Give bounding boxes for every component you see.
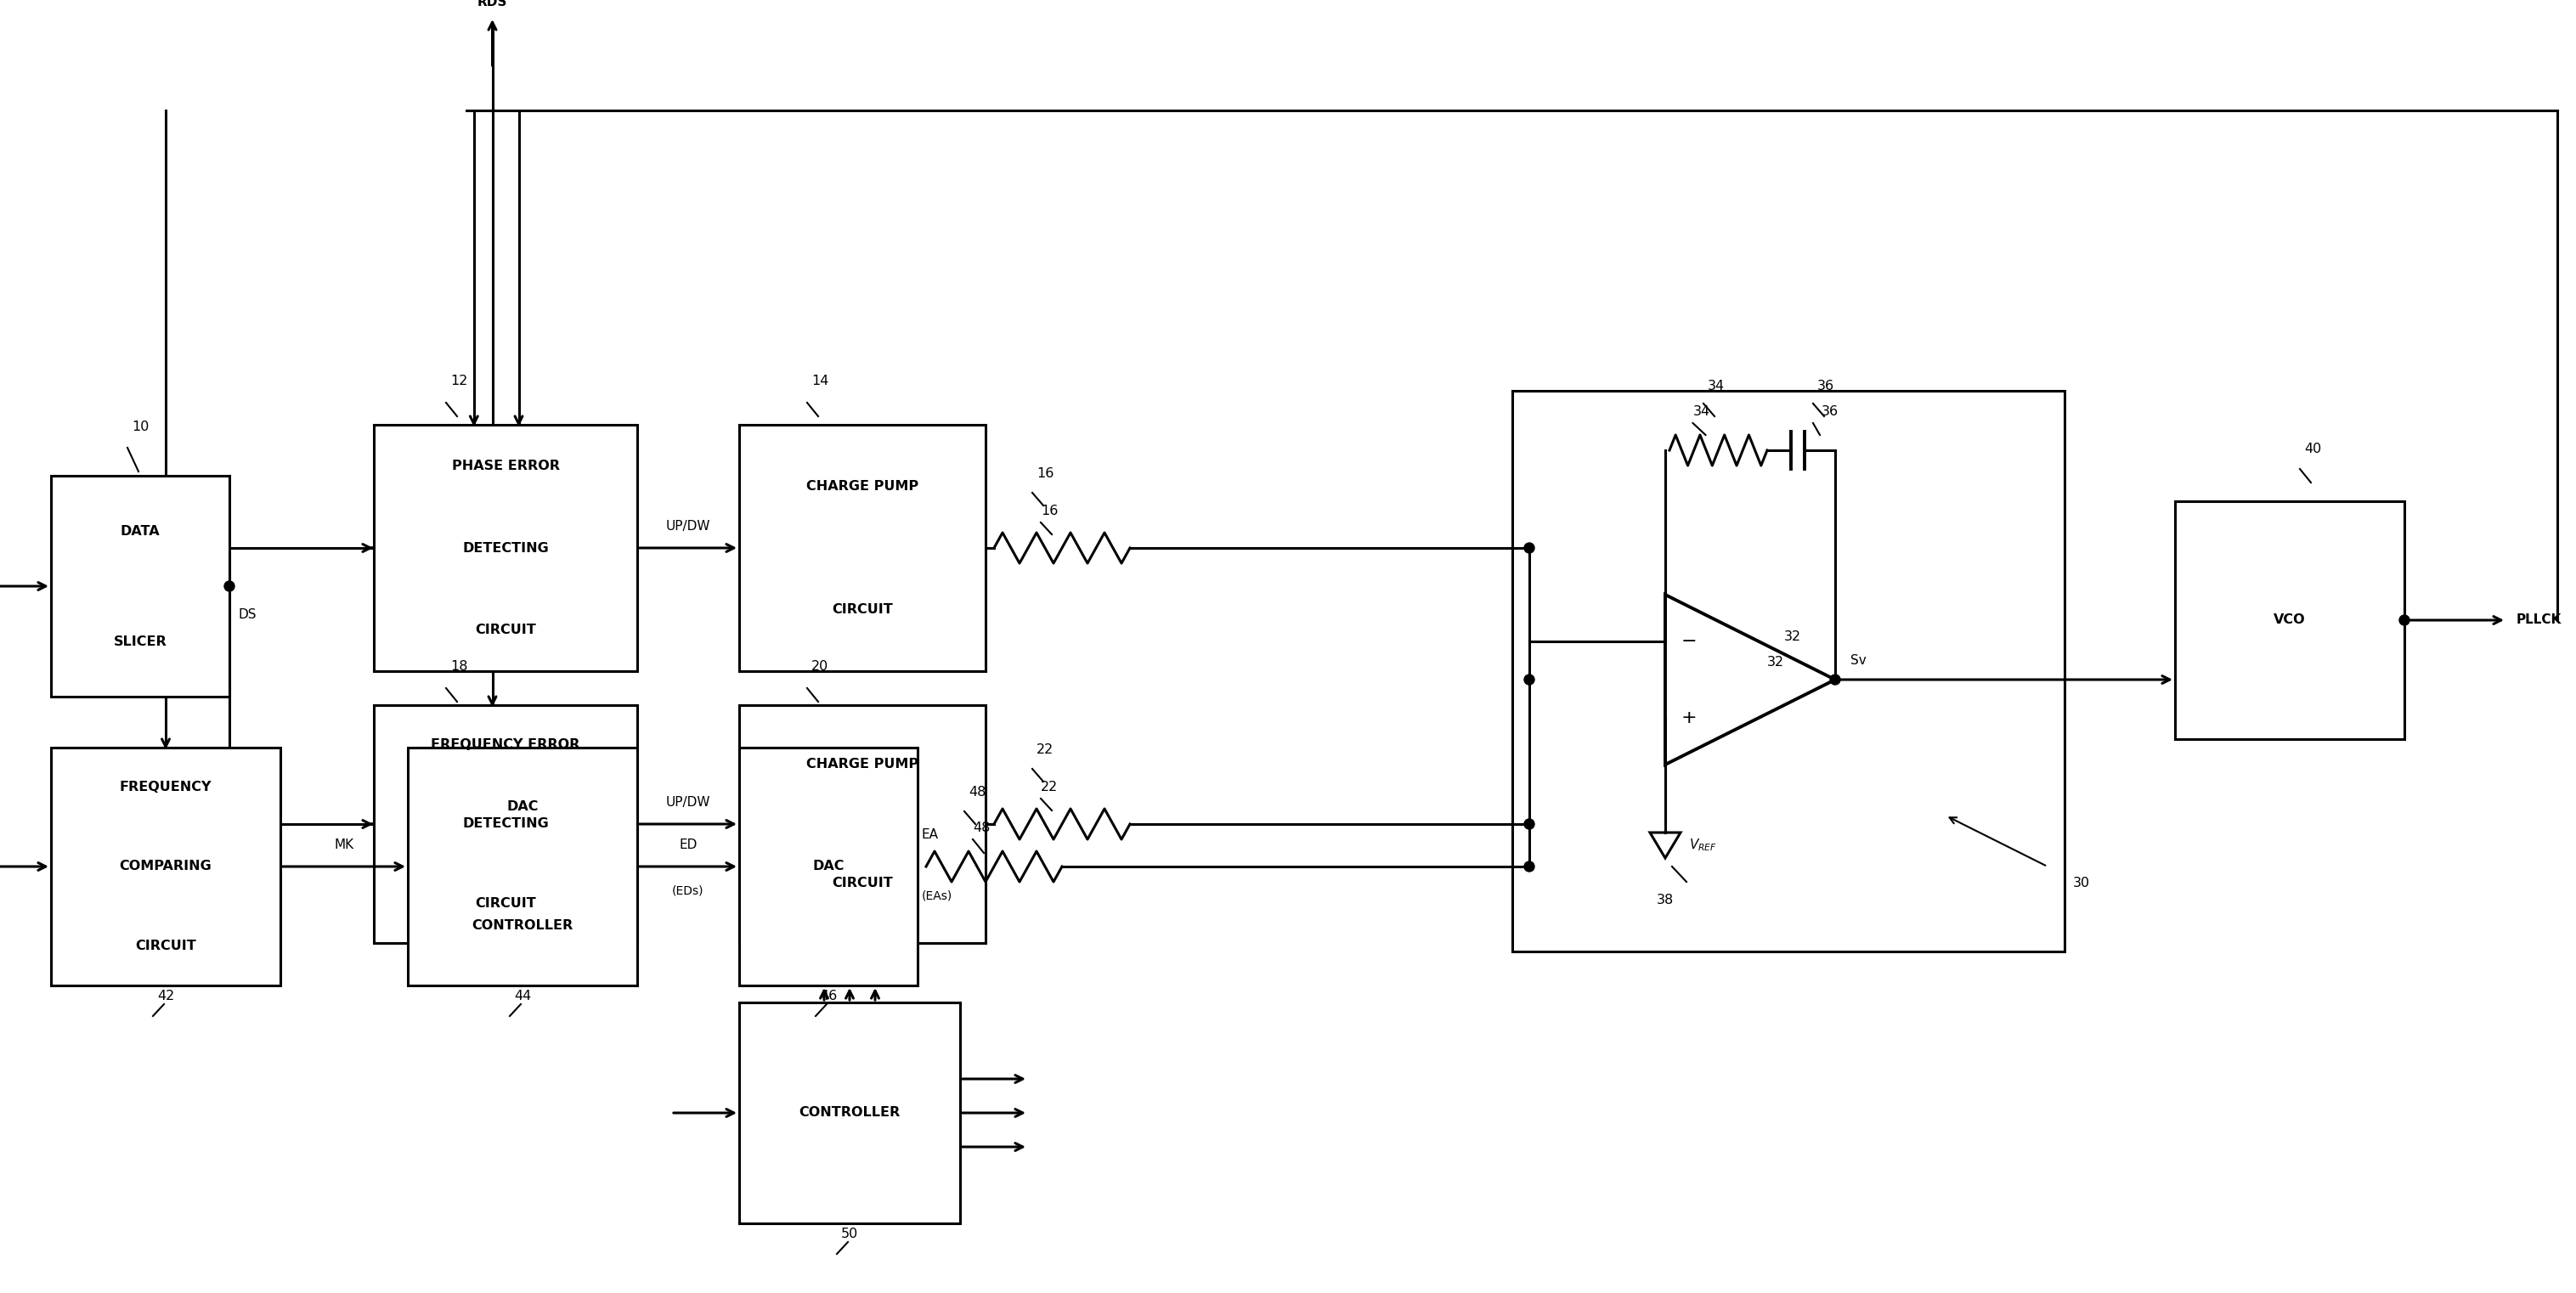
Text: 32: 32 bbox=[1767, 657, 1785, 668]
Text: −: − bbox=[1682, 632, 1698, 650]
Text: DATA: DATA bbox=[121, 525, 160, 538]
Text: UP/DW: UP/DW bbox=[665, 520, 711, 533]
Text: 10: 10 bbox=[131, 420, 149, 433]
Bar bbox=[374, 425, 636, 671]
Text: VCO: VCO bbox=[2275, 614, 2306, 627]
Circle shape bbox=[1525, 818, 1535, 829]
Text: 32: 32 bbox=[1785, 631, 1801, 644]
Text: PLLCK: PLLCK bbox=[2517, 614, 2561, 627]
Text: 30: 30 bbox=[2074, 877, 2089, 890]
Text: +: + bbox=[1682, 710, 1698, 727]
Text: UP/DW: UP/DW bbox=[665, 796, 711, 808]
Text: EA: EA bbox=[922, 829, 938, 840]
Text: 48: 48 bbox=[969, 786, 987, 799]
Text: DETECTING: DETECTING bbox=[461, 817, 549, 830]
Bar bbox=[739, 1002, 961, 1223]
Text: DAC: DAC bbox=[507, 800, 538, 813]
Bar bbox=[739, 425, 987, 671]
Text: PHASE ERROR: PHASE ERROR bbox=[451, 459, 559, 472]
Bar bbox=[739, 747, 917, 985]
Text: (EAs): (EAs) bbox=[922, 891, 953, 903]
Text: CHARGE PUMP: CHARGE PUMP bbox=[806, 480, 920, 493]
Text: FREQUENCY ERROR: FREQUENCY ERROR bbox=[430, 738, 580, 751]
Text: DS: DS bbox=[237, 608, 255, 621]
Bar bbox=[52, 747, 281, 985]
Text: 14: 14 bbox=[811, 375, 829, 388]
Text: $V_{REF}$: $V_{REF}$ bbox=[1690, 838, 1718, 853]
Text: CIRCUIT: CIRCUIT bbox=[474, 623, 536, 636]
Circle shape bbox=[224, 581, 234, 591]
Bar bbox=[1512, 390, 2063, 952]
Text: 22: 22 bbox=[1041, 781, 1059, 794]
Text: 40: 40 bbox=[2303, 442, 2321, 455]
Text: 20: 20 bbox=[811, 661, 829, 672]
Text: 50: 50 bbox=[840, 1227, 858, 1240]
Text: CONTROLLER: CONTROLLER bbox=[471, 919, 574, 932]
Text: MK: MK bbox=[335, 838, 353, 851]
Text: CIRCUIT: CIRCUIT bbox=[832, 603, 894, 615]
Text: 48: 48 bbox=[974, 821, 989, 834]
Text: COMPARING: COMPARING bbox=[118, 860, 211, 873]
Text: 44: 44 bbox=[513, 989, 531, 1002]
Text: RDS: RDS bbox=[477, 0, 507, 9]
Text: 18: 18 bbox=[451, 661, 466, 672]
Text: 12: 12 bbox=[451, 375, 466, 388]
Text: 36: 36 bbox=[1816, 380, 1834, 393]
Text: ED: ED bbox=[680, 838, 698, 851]
Text: 22: 22 bbox=[1036, 743, 1054, 756]
Text: 34: 34 bbox=[1692, 405, 1710, 418]
Circle shape bbox=[1525, 543, 1535, 553]
Text: CIRCUIT: CIRCUIT bbox=[474, 897, 536, 910]
Text: SLICER: SLICER bbox=[113, 635, 167, 648]
Text: 36: 36 bbox=[1821, 405, 1839, 418]
Circle shape bbox=[1525, 675, 1535, 685]
Text: DAC: DAC bbox=[811, 860, 845, 873]
Text: 16: 16 bbox=[1036, 467, 1054, 480]
Bar bbox=[52, 476, 229, 697]
Text: Sv: Sv bbox=[1850, 654, 1868, 667]
Text: CHARGE PUMP: CHARGE PUMP bbox=[806, 758, 920, 771]
Circle shape bbox=[1829, 675, 1839, 685]
Text: 38: 38 bbox=[1656, 893, 1674, 906]
Text: CIRCUIT: CIRCUIT bbox=[134, 940, 196, 952]
Bar bbox=[374, 705, 636, 943]
Text: (EDs): (EDs) bbox=[672, 886, 703, 897]
Text: 46: 46 bbox=[819, 989, 837, 1002]
Bar bbox=[407, 747, 636, 985]
Text: FREQUENCY: FREQUENCY bbox=[118, 781, 211, 794]
Text: 16: 16 bbox=[1041, 504, 1059, 517]
Text: 42: 42 bbox=[157, 989, 175, 1002]
Circle shape bbox=[1525, 861, 1535, 871]
Text: CIRCUIT: CIRCUIT bbox=[832, 877, 894, 890]
Text: DETECTING: DETECTING bbox=[461, 542, 549, 555]
Text: CONTROLLER: CONTROLLER bbox=[799, 1107, 899, 1120]
Circle shape bbox=[2398, 615, 2409, 626]
Bar bbox=[739, 705, 987, 943]
Bar bbox=[2174, 502, 2403, 740]
Text: 34: 34 bbox=[1708, 380, 1726, 393]
